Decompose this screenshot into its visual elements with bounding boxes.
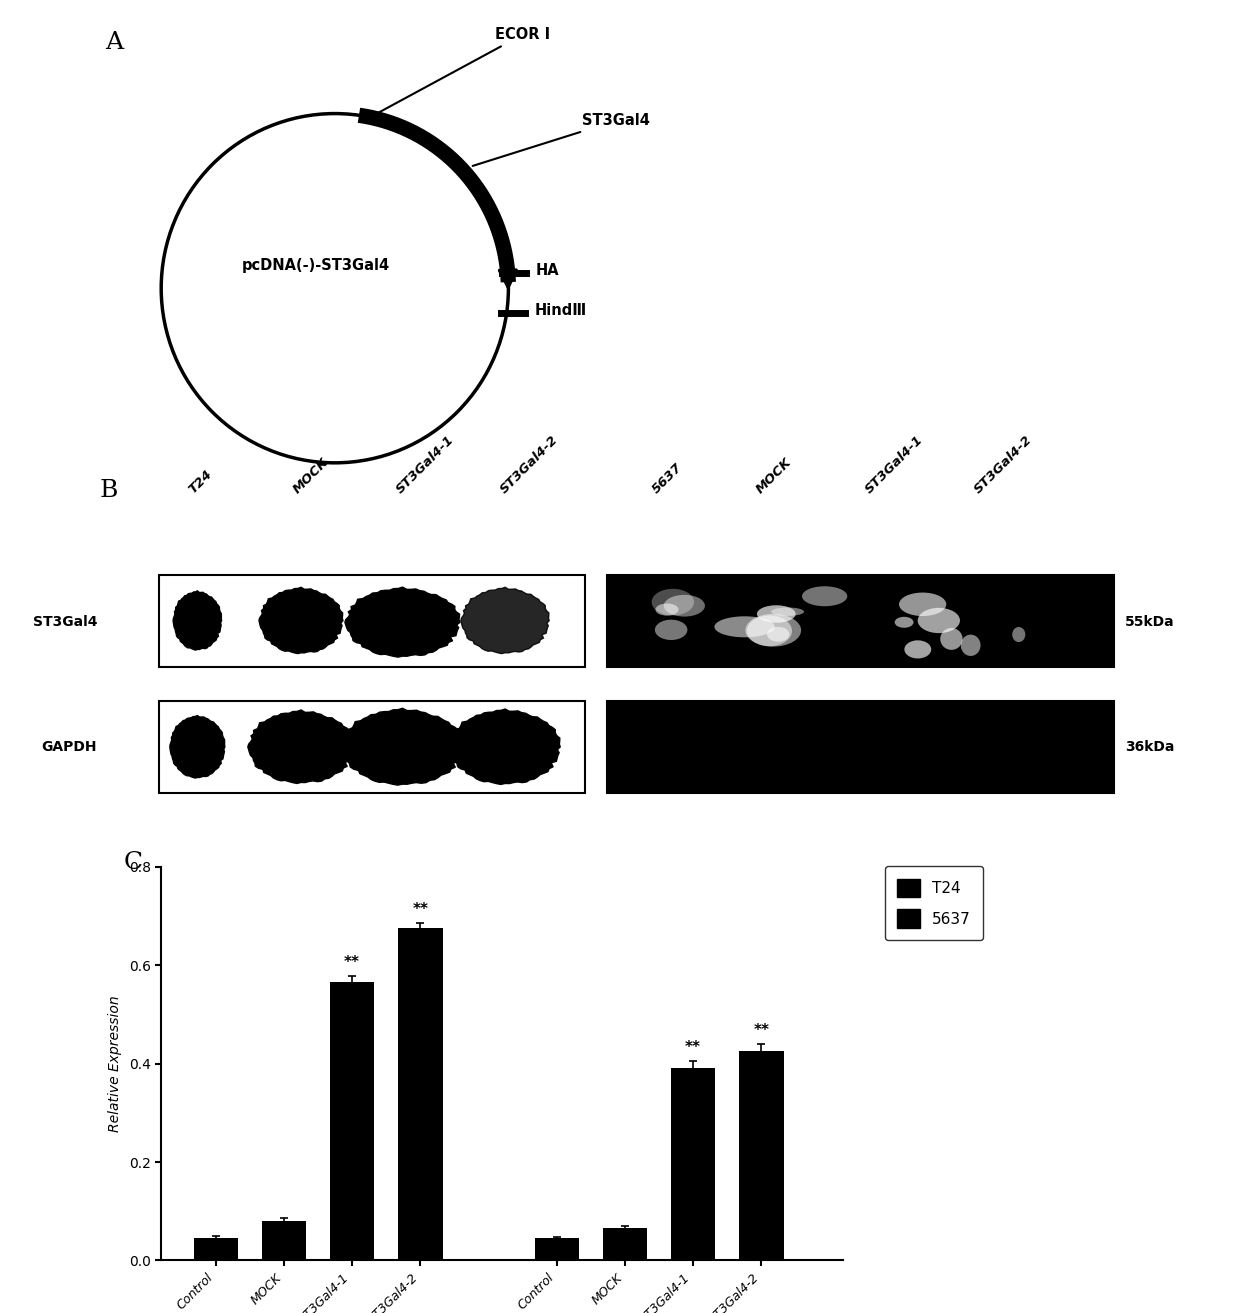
Polygon shape bbox=[259, 587, 343, 654]
Polygon shape bbox=[170, 716, 224, 779]
Text: MOCK: MOCK bbox=[754, 456, 795, 496]
Ellipse shape bbox=[745, 614, 801, 646]
Text: ST3Gal4-1: ST3Gal4-1 bbox=[394, 433, 456, 496]
Ellipse shape bbox=[904, 641, 931, 659]
Text: ST3Gal4-2: ST3Gal4-2 bbox=[972, 433, 1035, 496]
Text: 55kDa: 55kDa bbox=[1125, 616, 1174, 629]
Text: ST3Gal4: ST3Gal4 bbox=[32, 616, 97, 629]
Ellipse shape bbox=[663, 595, 706, 617]
Ellipse shape bbox=[714, 616, 775, 637]
Bar bbox=[739, 1052, 784, 1260]
Polygon shape bbox=[450, 709, 560, 784]
Text: pcDNA(-)-ST3Gal4: pcDNA(-)-ST3Gal4 bbox=[242, 257, 391, 273]
Ellipse shape bbox=[802, 586, 847, 607]
Ellipse shape bbox=[652, 588, 694, 616]
Bar bbox=[603, 1229, 647, 1260]
Polygon shape bbox=[342, 708, 464, 785]
Text: HA: HA bbox=[536, 263, 559, 278]
Bar bbox=[159, 701, 585, 793]
Text: A: A bbox=[105, 32, 124, 54]
Bar bbox=[262, 1221, 306, 1260]
Text: GAPDH: GAPDH bbox=[41, 741, 97, 754]
Ellipse shape bbox=[771, 608, 804, 616]
Bar bbox=[606, 701, 1114, 793]
Ellipse shape bbox=[655, 620, 687, 639]
Text: **: ** bbox=[754, 1023, 769, 1039]
Text: **: ** bbox=[345, 955, 360, 970]
Ellipse shape bbox=[1012, 628, 1025, 642]
Text: 36kDa: 36kDa bbox=[1125, 741, 1174, 754]
Bar bbox=[534, 1238, 579, 1260]
Ellipse shape bbox=[895, 617, 914, 628]
Ellipse shape bbox=[899, 592, 946, 616]
Ellipse shape bbox=[961, 634, 981, 656]
Text: T24: T24 bbox=[186, 467, 215, 496]
Bar bbox=[606, 575, 1114, 667]
Text: ST3Gal4-1: ST3Gal4-1 bbox=[863, 433, 926, 496]
Text: ECOR I: ECOR I bbox=[377, 28, 551, 114]
Text: **: ** bbox=[413, 902, 428, 918]
Text: B: B bbox=[99, 479, 118, 503]
Polygon shape bbox=[248, 710, 355, 784]
Ellipse shape bbox=[918, 608, 960, 633]
Ellipse shape bbox=[656, 604, 678, 616]
Y-axis label: Relative Expression: Relative Expression bbox=[108, 995, 122, 1132]
Ellipse shape bbox=[756, 605, 796, 622]
Text: HindⅢ: HindⅢ bbox=[534, 303, 587, 318]
Polygon shape bbox=[461, 587, 549, 654]
Text: ST3Gal4-2: ST3Gal4-2 bbox=[497, 433, 560, 496]
Bar bbox=[159, 575, 585, 667]
Text: **: ** bbox=[686, 1040, 701, 1054]
Bar bbox=[330, 982, 374, 1260]
Ellipse shape bbox=[746, 616, 792, 646]
Text: 5637: 5637 bbox=[650, 461, 686, 496]
Ellipse shape bbox=[768, 626, 790, 642]
Text: ST3Gal4: ST3Gal4 bbox=[472, 113, 650, 165]
Text: MOCK: MOCK bbox=[290, 456, 331, 496]
Bar bbox=[398, 928, 443, 1260]
Polygon shape bbox=[345, 587, 460, 656]
Bar bbox=[193, 1238, 238, 1260]
Bar bbox=[671, 1069, 715, 1260]
Ellipse shape bbox=[940, 628, 962, 650]
Legend: T24, 5637: T24, 5637 bbox=[885, 867, 983, 940]
Polygon shape bbox=[174, 591, 222, 650]
Text: C: C bbox=[124, 851, 143, 874]
